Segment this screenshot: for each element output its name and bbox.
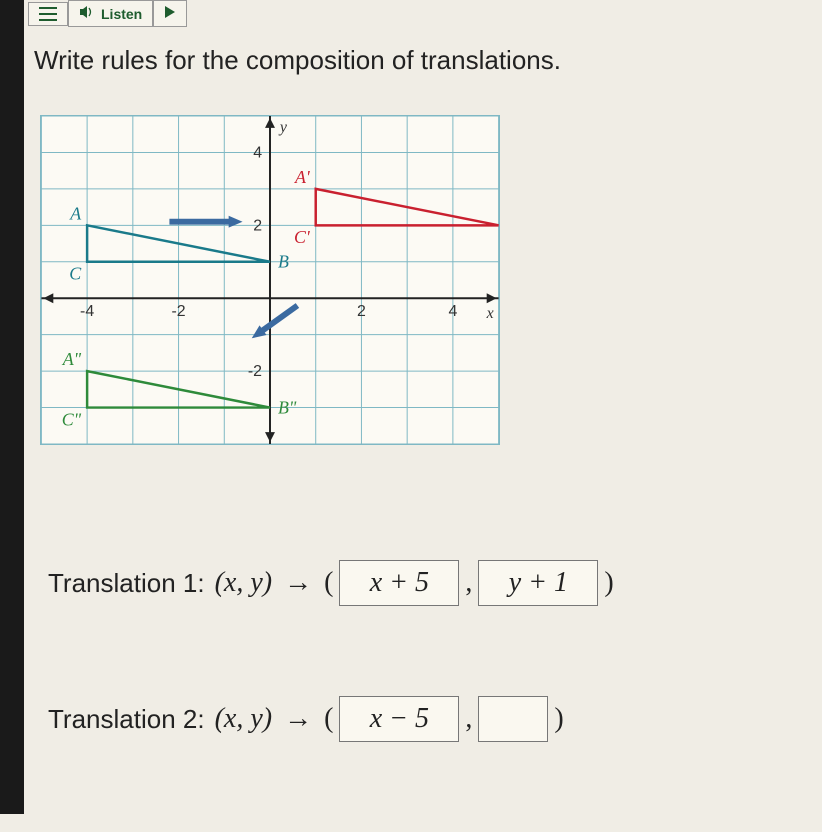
xy-lhs: (x, y) xyxy=(215,703,273,735)
svg-text:4: 4 xyxy=(253,144,262,161)
comma: , xyxy=(465,703,472,735)
play-button[interactable] xyxy=(153,0,187,27)
svg-text:A': A' xyxy=(294,167,311,187)
svg-text:2: 2 xyxy=(357,303,366,320)
translation-2-x-input[interactable]: x − 5 xyxy=(339,696,459,742)
svg-text:-4: -4 xyxy=(80,303,94,320)
svg-text:C': C' xyxy=(294,227,311,247)
arrow: → xyxy=(284,703,312,735)
translation-1-y-input[interactable]: y + 1 xyxy=(478,560,598,606)
svg-text:A": A" xyxy=(62,349,82,369)
svg-text:B: B xyxy=(278,252,289,272)
translation-2-row: Translation 2: (x, y) → ( x − 5 , ) xyxy=(48,696,778,742)
svg-text:-2: -2 xyxy=(248,363,262,380)
translation-2-y-input[interactable] xyxy=(478,696,548,742)
coordinate-graph: -4-224-224xyABCA'B'C'A"B"C" xyxy=(40,115,500,445)
paren-close: ) xyxy=(604,567,613,599)
translations-section: Translation 1: (x, y) → ( x + 5 , y + 1 … xyxy=(48,560,778,832)
speaker-icon xyxy=(79,5,95,22)
translation-1-row: Translation 1: (x, y) → ( x + 5 , y + 1 … xyxy=(48,560,778,606)
paren-open: ( xyxy=(324,567,333,599)
toolbar: Listen xyxy=(28,0,187,27)
translation-1-x-input[interactable]: x + 5 xyxy=(339,560,459,606)
comma: , xyxy=(465,567,472,599)
arrow: → xyxy=(284,567,312,599)
paren-close: ) xyxy=(554,703,563,735)
listen-label: Listen xyxy=(101,6,142,22)
dark-side-strip xyxy=(0,0,24,814)
hamburger-icon xyxy=(39,7,57,21)
svg-text:B": B" xyxy=(278,398,297,418)
svg-text:y: y xyxy=(278,119,288,136)
listen-button[interactable]: Listen xyxy=(68,0,153,27)
play-icon xyxy=(164,5,176,22)
paren-open: ( xyxy=(324,703,333,735)
translation-label: Translation 2: xyxy=(48,704,205,735)
svg-text:4: 4 xyxy=(448,303,457,320)
svg-text:-2: -2 xyxy=(171,303,185,320)
hamburger-button[interactable] xyxy=(28,2,68,26)
svg-text:2: 2 xyxy=(253,217,262,234)
question-prompt: Write rules for the composition of trans… xyxy=(34,45,561,76)
xy-lhs: (x, y) xyxy=(215,567,273,599)
translation-label: Translation 1: xyxy=(48,568,205,599)
svg-text:C: C xyxy=(69,264,82,284)
svg-text:x: x xyxy=(486,305,494,322)
svg-text:C": C" xyxy=(62,409,82,429)
svg-text:A: A xyxy=(69,203,81,223)
